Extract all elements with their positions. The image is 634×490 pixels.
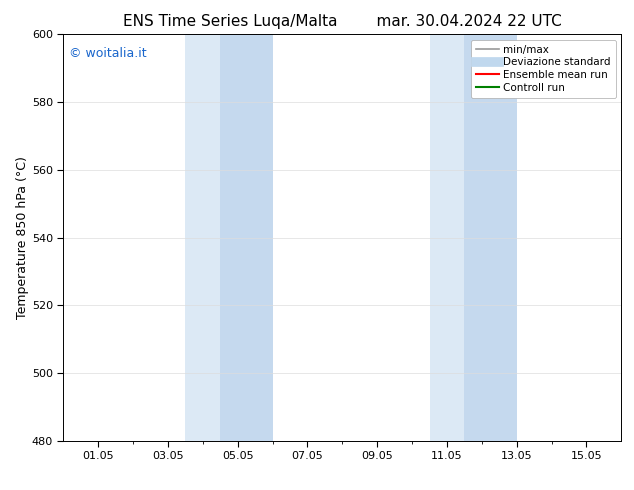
Bar <box>464 34 517 441</box>
Text: © woitalia.it: © woitalia.it <box>69 47 146 59</box>
Bar <box>429 34 464 441</box>
Y-axis label: Temperature 850 hPa (°C): Temperature 850 hPa (°C) <box>16 156 29 319</box>
Bar <box>221 34 273 441</box>
Title: ENS Time Series Luqa/Malta        mar. 30.04.2024 22 UTC: ENS Time Series Luqa/Malta mar. 30.04.20… <box>123 14 562 29</box>
Legend: min/max, Deviazione standard, Ensemble mean run, Controll run: min/max, Deviazione standard, Ensemble m… <box>471 40 616 98</box>
Bar <box>185 34 221 441</box>
